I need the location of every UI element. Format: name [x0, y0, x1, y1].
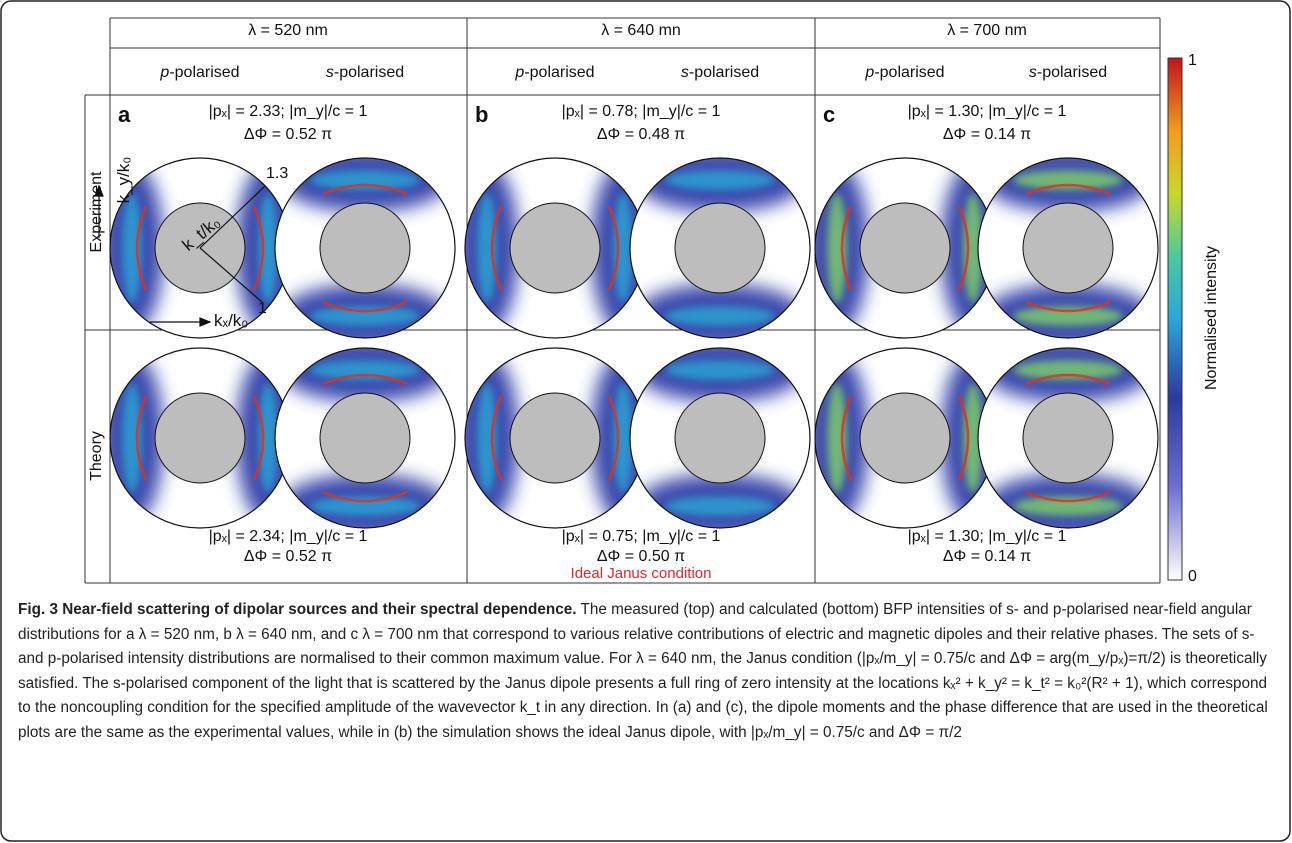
theory-parameters: |pₓ| = 2.34; |m_y|/c = 1 — [209, 528, 368, 546]
panel-letter: c — [823, 102, 835, 128]
theory-parameters: |pₓ| = 1.30; |m_y|/c = 1 — [908, 528, 1067, 546]
theory-parameters: |pₓ| = 0.75; |m_y|/c = 1 — [562, 528, 721, 546]
intensity-core — [122, 383, 142, 493]
polarisation-label: p-polarised — [865, 64, 944, 82]
polarisation-label: p-polarised — [515, 64, 594, 82]
panel-letter: a — [118, 102, 130, 128]
intensity-core — [1013, 496, 1123, 516]
bfp-center — [155, 393, 245, 483]
theory-parameters: ΔΦ = 0.52 π — [244, 548, 332, 566]
bfp-center — [675, 393, 765, 483]
intensity-core — [1013, 170, 1123, 190]
intensity-core — [477, 193, 497, 303]
column-header: λ = 520 nm — [248, 22, 328, 40]
colorbar-label: Normalised intensity — [1203, 246, 1221, 390]
experiment-parameters: |pₓ| = 2.33; |m_y|/c = 1 — [209, 103, 368, 121]
intensity-core — [827, 193, 847, 303]
intensity-core — [310, 360, 420, 380]
intensity-core — [477, 383, 497, 493]
bfp-center — [320, 393, 410, 483]
figure-page: λ = 520 nm λ = 640 mn λ = 700 nm p-polar… — [0, 0, 1292, 843]
polarisation-label: p-polarised — [160, 64, 239, 82]
caption: Fig. 3 Near-field scattering of dipolar … — [18, 598, 1276, 745]
colorbar — [1168, 58, 1182, 580]
polarisation-label: s-polarised — [681, 64, 759, 82]
column-header: λ = 700 nm — [947, 22, 1027, 40]
bfp-center — [860, 393, 950, 483]
bfp-center — [675, 203, 765, 293]
experiment-parameters: ΔΦ = 0.52 π — [244, 126, 332, 144]
intensity-core — [310, 170, 420, 190]
row-label: Theory — [88, 431, 106, 481]
colorbar-min: 0 — [1188, 568, 1197, 586]
intensity-core — [1013, 306, 1123, 326]
theory-parameters: ΔΦ = 0.14 π — [943, 548, 1031, 566]
bfp-center — [510, 393, 600, 483]
colorbar-max: 1 — [1188, 52, 1197, 70]
experiment-parameters: |pₓ| = 0.78; |m_y|/c = 1 — [562, 103, 721, 121]
intensity-core — [665, 496, 775, 516]
bfp-center — [320, 203, 410, 293]
intensity-core — [665, 306, 775, 326]
row-label: Experiment — [88, 172, 106, 253]
intensity-core — [310, 306, 420, 326]
radius-label: 1.3 — [266, 165, 288, 183]
bfp-center — [1023, 393, 1113, 483]
radius-label: 1 — [258, 300, 267, 318]
experiment-parameters: ΔΦ = 0.48 π — [597, 126, 685, 144]
panel-letter: b — [475, 102, 488, 128]
caption-title: Fig. 3 Near-field scattering of dipolar … — [18, 601, 576, 618]
caption-body: The measured (top) and calculated (botto… — [18, 601, 1268, 741]
experiment-parameters: ΔΦ = 0.14 π — [943, 126, 1031, 144]
intensity-core — [122, 193, 142, 303]
bfp-center — [860, 203, 950, 293]
intensity-core — [665, 170, 775, 190]
intensity-core — [665, 360, 775, 380]
bfp-center — [510, 203, 600, 293]
intensity-core — [310, 496, 420, 516]
bfp-center — [1023, 203, 1113, 293]
axis-label: kₓ/k₀ — [214, 311, 248, 331]
intensity-core — [1013, 360, 1123, 380]
janus-note: Ideal Janus condition — [571, 565, 712, 582]
column-header: λ = 640 mn — [601, 22, 681, 40]
intensity-core — [827, 383, 847, 493]
polarisation-label: s-polarised — [326, 64, 404, 82]
theory-parameters: ΔΦ = 0.50 π — [597, 548, 685, 566]
polarisation-label: s-polarised — [1029, 64, 1107, 82]
experiment-parameters: |pₓ| = 1.30; |m_y|/c = 1 — [908, 103, 1067, 121]
axis-label: k_y/k₀ — [114, 157, 134, 204]
